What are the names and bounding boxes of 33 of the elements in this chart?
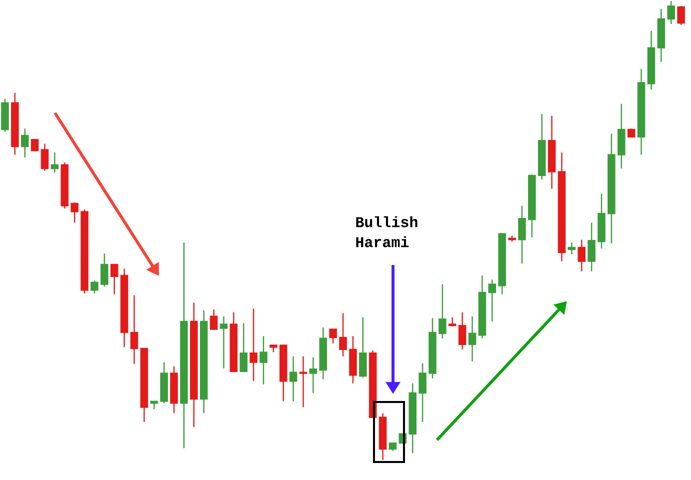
candlestick — [289, 356, 298, 402]
candlestick — [220, 316, 228, 369]
candlestick — [130, 294, 138, 365]
candlestick — [488, 279, 496, 322]
candlestick — [110, 264, 118, 295]
candlestick — [20, 128, 29, 158]
candlestick — [50, 152, 59, 174]
candlestick — [240, 322, 248, 372]
candlestick — [418, 362, 426, 423]
candlestick — [458, 312, 466, 350]
candlestick — [578, 239, 586, 272]
candlestick — [90, 280, 98, 294]
candlestick — [30, 139, 39, 152]
candlestick — [40, 143, 49, 172]
candlestick — [299, 356, 308, 408]
candlestick — [588, 222, 596, 272]
candlestick — [468, 316, 476, 362]
candlestick — [329, 328, 337, 344]
candlestick — [518, 205, 526, 264]
candlestick — [568, 242, 576, 255]
candlestick — [70, 202, 78, 224]
candlestick — [667, 0, 675, 25]
candlestick — [100, 252, 108, 288]
candlestick — [359, 316, 367, 378]
candlestick — [448, 316, 456, 328]
candlestick — [210, 308, 218, 330]
candlestick — [339, 312, 347, 357]
annotation: Bullish Harami — [356, 216, 418, 248]
candlestick — [438, 284, 446, 339]
candlestick — [260, 336, 268, 385]
candlestick — [677, 5, 685, 26]
candlestick — [250, 308, 258, 382]
candlestick — [309, 356, 318, 394]
